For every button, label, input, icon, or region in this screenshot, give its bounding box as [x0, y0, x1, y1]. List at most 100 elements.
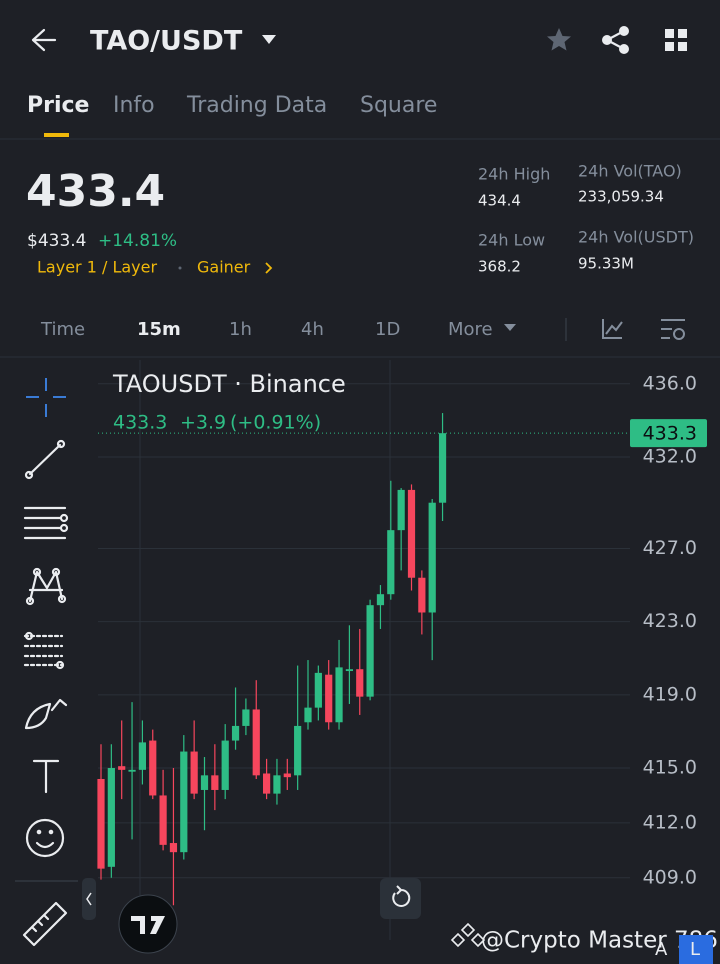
candle-body	[263, 773, 271, 794]
stat-value: 434.4	[478, 192, 521, 210]
candle-body	[345, 669, 353, 672]
stat-label: 24h Vol(USDT)	[578, 228, 694, 247]
candle-body	[428, 502, 436, 613]
stat-label: 24h Low	[478, 231, 545, 250]
tab[interactable]: Square	[360, 93, 437, 118]
active-tab-indicator	[44, 133, 69, 137]
drawing-toolbar	[15, 378, 96, 947]
axis-auto[interactable]: A	[655, 939, 668, 960]
watermark-logo	[450, 922, 486, 948]
candle-body	[242, 709, 250, 726]
candle-body	[407, 489, 416, 578]
candle-body	[438, 433, 447, 503]
candle-body	[149, 740, 157, 796]
stat-value: 368.2	[478, 258, 521, 276]
candle-body	[418, 577, 426, 613]
candle-body	[190, 751, 198, 794]
text-tool[interactable]	[32, 759, 60, 794]
candle-body	[314, 672, 322, 708]
pair-title[interactable]: TAO/USDT	[90, 26, 243, 57]
reset-button[interactable]	[380, 878, 421, 919]
candle-body	[159, 795, 167, 845]
legend-change: +3.9	[180, 412, 226, 434]
pattern-tool[interactable]	[25, 567, 67, 606]
back-button[interactable]	[31, 28, 57, 52]
settings-icon[interactable]	[661, 319, 685, 340]
reset-icon	[392, 885, 411, 907]
candle-body	[294, 725, 302, 776]
ruler-tool[interactable]	[22, 901, 68, 947]
fiat-price: $433.4	[27, 231, 86, 251]
timeframe-bar: Time 15m 1h 4h 1D More	[40, 319, 493, 340]
tab[interactable]: Info	[113, 93, 155, 118]
price-change: +14.81%	[98, 231, 177, 251]
candle-body	[211, 775, 219, 790]
more-dropdown[interactable]	[504, 324, 516, 331]
candle-body	[200, 775, 209, 790]
y-tick-label: 436.0	[643, 372, 697, 394]
timeframe[interactable]: 1h	[229, 319, 252, 340]
y-tick-label: 409.0	[643, 866, 697, 888]
stat-value: 95.33M	[578, 255, 634, 273]
y-tick-label: 427.0	[643, 537, 697, 559]
watermark: @Crypto Master 786	[481, 928, 718, 954]
axis-log[interactable]: L	[690, 939, 700, 960]
candle-body	[231, 725, 240, 741]
pair-dropdown[interactable]	[262, 35, 276, 44]
favorite-icon[interactable]	[547, 28, 571, 51]
candlestick-chart: 436.0 432.0 427.0 423.0 419.0 415.0 412.0 409.0…	[97, 360, 707, 940]
timeframe[interactable]: 1D	[375, 319, 400, 340]
last-price: 433.4	[26, 166, 165, 217]
timeframe[interactable]: 15m	[137, 319, 181, 340]
share-icon[interactable]	[602, 26, 629, 54]
lines-tool[interactable]	[23, 506, 69, 540]
stat-value: 233,059.34	[578, 188, 664, 206]
chevron	[265, 262, 273, 274]
candle-body	[138, 742, 146, 770]
candle-body	[304, 707, 312, 723]
emoji-tool[interactable]	[25, 818, 65, 858]
timeframe[interactable]: 4h	[301, 319, 324, 340]
timeframe[interactable]: More	[448, 319, 493, 340]
tab[interactable]: Trading Data	[186, 93, 327, 118]
separator-dot	[178, 266, 182, 270]
stat-label: 24h High	[478, 165, 550, 184]
timeframe[interactable]: Time	[40, 319, 85, 340]
candle-body	[366, 605, 374, 697]
y-tick-label: 415.0	[643, 757, 697, 779]
current-price-label: 433.3	[643, 423, 697, 445]
y-tick-label: 419.0	[643, 683, 697, 705]
tradingview-logo[interactable]	[118, 894, 178, 954]
candle-body	[118, 766, 126, 770]
category-tag[interactable]: Layer 1 / Layer	[37, 258, 157, 277]
brush-tool[interactable]	[24, 698, 68, 730]
trendline-tool[interactable]	[24, 439, 66, 480]
candle-body	[273, 775, 281, 794]
candle-body	[376, 594, 385, 606]
indicator-icon[interactable]	[602, 319, 623, 339]
candle-body	[252, 709, 260, 776]
collapse-toolbar[interactable]	[86, 892, 92, 906]
tab-bar: Price Info Trading Data Square	[27, 93, 437, 118]
candle-body	[169, 843, 178, 853]
grid-menu-icon[interactable]	[665, 29, 687, 51]
log-button[interactable]	[679, 935, 713, 964]
y-tick-label: 423.0	[643, 610, 697, 632]
y-tick-label: 432.0	[643, 445, 697, 467]
candle-body	[221, 740, 229, 790]
tab[interactable]: Price	[27, 93, 89, 118]
gainer-tag[interactable]: Gainer	[197, 258, 251, 277]
candle-body	[97, 778, 105, 869]
chart-title: TAOUSDT · Binance	[112, 370, 346, 398]
current-price-tag	[630, 419, 707, 448]
candle-body	[180, 751, 188, 853]
crosshair-tool[interactable]	[26, 378, 66, 417]
candle-body	[283, 773, 291, 778]
candle-body	[356, 669, 364, 697]
candle-body	[397, 489, 405, 531]
fib-tool[interactable]	[23, 631, 65, 670]
stat-label: 24h Vol(TAO)	[578, 162, 682, 181]
legend-close: 433.3	[113, 412, 167, 434]
candle-body	[107, 768, 115, 867]
